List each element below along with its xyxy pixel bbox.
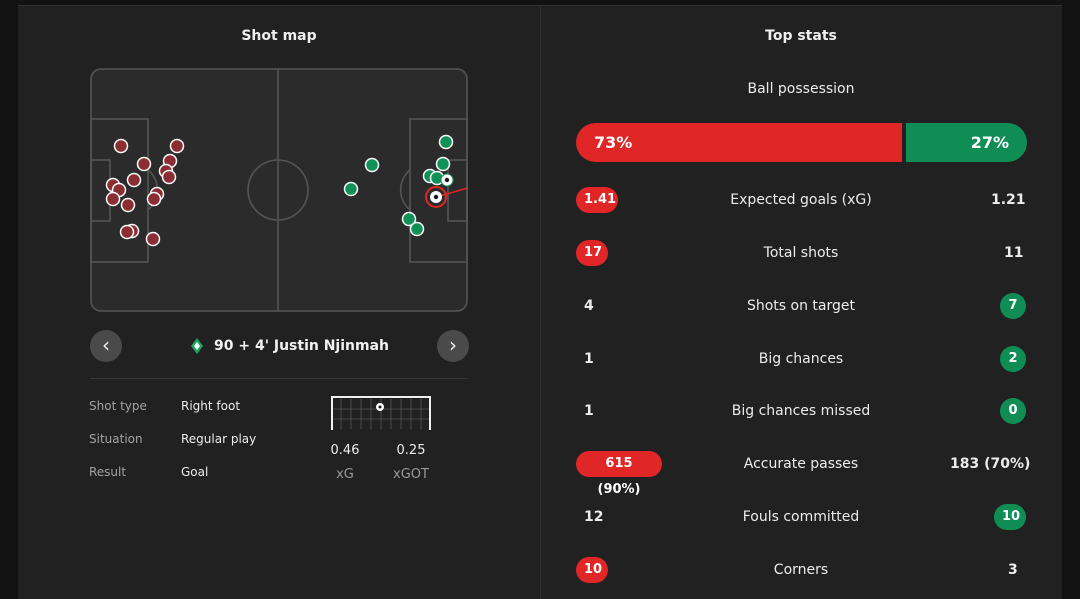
big-chances-missed-label: Big chances missed — [731, 403, 871, 419]
xg-stat-label: Expected goals (xG) — [730, 192, 872, 208]
shot-map-title: Shot map — [241, 28, 317, 44]
fouls-label: Fouls committed — [742, 509, 860, 525]
xgot-value: 0.25 — [396, 443, 426, 458]
shot-marker[interactable] — [113, 138, 129, 154]
corners-home-value: 10 — [576, 557, 608, 583]
xg-label: xG — [336, 467, 354, 482]
next-shot-button[interactable]: › — [437, 330, 469, 362]
shot-marker[interactable] — [364, 157, 380, 173]
shots-on-target-home-value: 4 — [584, 298, 594, 314]
xg-home-value: 1.41 — [576, 187, 618, 213]
result-value: Goal — [181, 465, 209, 479]
team-crest-icon — [191, 338, 203, 354]
big-chances-missed-away-value: 0 — [1000, 398, 1026, 424]
big-chances-missed-home-value: 1 — [584, 403, 594, 419]
possession-home-bar: 73% — [576, 123, 902, 162]
shot-details-divider — [90, 378, 468, 379]
shot-marker[interactable] — [136, 156, 152, 172]
corners-label: Corners — [773, 562, 829, 578]
big-chances-home-value: 1 — [584, 351, 594, 367]
selected-shot: 90 + 4' Justin Njinmah — [190, 336, 389, 356]
top-stats-title: Top stats — [765, 28, 837, 44]
shot-marker[interactable] — [409, 221, 425, 237]
xg-value: 0.46 — [330, 443, 360, 458]
possession-away-bar: 27% — [906, 123, 1027, 162]
goal-frame-icon — [331, 396, 431, 430]
xg-away-value: 1.21 — [991, 192, 1026, 208]
shot-marker[interactable] — [146, 191, 162, 207]
total-shots-label: Total shots — [763, 245, 839, 261]
shot-marker[interactable] — [169, 138, 185, 154]
corners-away-value: 3 — [1008, 562, 1018, 578]
fouls-away-value: 10 — [994, 504, 1026, 530]
possession-home-value: 73% — [594, 133, 633, 152]
shot-marker[interactable] — [145, 231, 161, 247]
shots-on-target-away-value: 7 — [1000, 293, 1026, 319]
shots-on-target-label: Shots on target — [746, 298, 855, 314]
shot-type-label: Shot type — [89, 399, 147, 413]
big-chances-away-value: 2 — [1000, 346, 1026, 372]
accurate-passes-home-value: 615 (90%) — [576, 451, 662, 497]
pitch[interactable] — [90, 68, 468, 312]
shot-marker[interactable] — [401, 211, 417, 227]
shot-marker[interactable] — [120, 197, 136, 213]
situation-value: Regular play — [181, 432, 257, 446]
total-shots-away-value: 11 — [1004, 245, 1024, 261]
accurate-passes-away-value: 183 (70%) — [950, 456, 1031, 472]
previous-shot-button[interactable]: ‹ — [90, 330, 122, 362]
possession-away-value: 27% — [970, 133, 1009, 152]
total-shots-home-value: 17 — [576, 240, 608, 266]
goal-shot-marker[interactable] — [425, 173, 468, 208]
shot-type-value: Right foot — [181, 399, 241, 413]
shot-marker[interactable] — [435, 156, 451, 172]
column-divider — [540, 5, 541, 599]
shot-marker[interactable] — [126, 172, 142, 188]
result-label: Result — [89, 465, 127, 479]
shot-marker[interactable] — [119, 224, 135, 240]
situation-label: Situation — [89, 432, 143, 446]
shot-marker[interactable] — [438, 134, 454, 150]
shot-marker[interactable] — [343, 181, 359, 197]
big-chances-label: Big chances — [758, 351, 844, 367]
possession-label: Ball possession — [747, 81, 855, 97]
shot-marker[interactable] — [105, 191, 121, 207]
fouls-home-value: 12 — [584, 509, 604, 525]
xgot-label: xGOT — [393, 467, 429, 482]
accurate-passes-label: Accurate passes — [743, 456, 859, 472]
shot-player-label: 90 + 4' Justin Njinmah — [214, 338, 389, 354]
shot-marker[interactable] — [161, 169, 177, 185]
